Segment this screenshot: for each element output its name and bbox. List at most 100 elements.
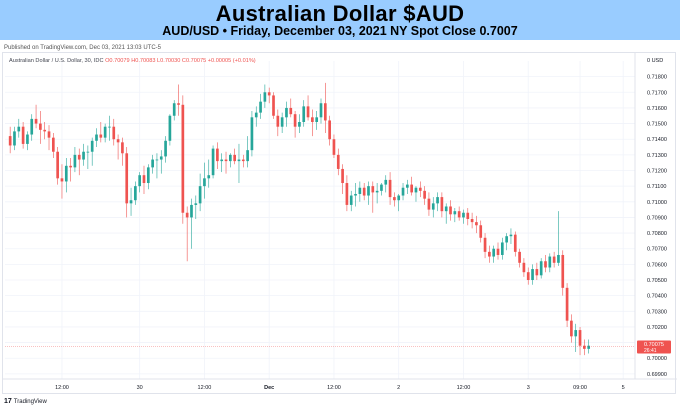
candle-body <box>371 186 375 193</box>
candle-body <box>254 112 258 118</box>
price-tick-label: 0.70300 <box>647 309 667 315</box>
candle-body <box>393 197 396 201</box>
candle-body <box>561 254 565 288</box>
candle-body <box>587 345 591 349</box>
price-tick-label: 0.70800 <box>647 231 667 237</box>
legend-change: +0.00005 (+0.01%) <box>206 58 256 64</box>
published-note: Published on TradingView.com, Dec 03, 20… <box>4 45 161 51</box>
time-tick-label: 09:00 <box>573 385 587 391</box>
last-price-countdown: 26:41 <box>644 348 657 354</box>
candle-body <box>259 101 262 113</box>
candle-body <box>565 287 569 321</box>
time-axis: 12:00 30 12:00 Dec 12:00 2 12:00 3 09:00 5 <box>3 378 677 391</box>
legend-open: O0.70079 <box>104 58 130 64</box>
brand-label: TradingView <box>13 398 47 405</box>
candle-body <box>436 197 439 204</box>
candle-body <box>112 126 116 140</box>
candle-body <box>384 179 388 185</box>
candle-body <box>414 187 418 193</box>
candle-body <box>164 140 167 157</box>
candle-body <box>241 159 245 162</box>
candle-body <box>168 115 172 141</box>
candle-body <box>8 136 12 146</box>
candle-body <box>492 248 496 257</box>
candle-body <box>13 131 16 146</box>
legend-low: L0.70030 <box>155 58 180 64</box>
time-tick-label: 30 <box>137 385 143 391</box>
candle-body <box>185 212 189 218</box>
candle-body <box>198 186 202 204</box>
candle-body <box>86 151 90 153</box>
candle-body <box>108 126 111 128</box>
legend-close: C0.70075 <box>180 58 206 64</box>
time-tick-label: 12:00 <box>55 385 69 391</box>
chart-legend: Australian Dollar / U.S. Dollar, 30, IDC… <box>9 58 256 64</box>
price-tick-label: 0.71700 <box>647 90 667 96</box>
price-tick-label: 0.70400 <box>647 294 667 300</box>
candle-body <box>73 154 77 168</box>
candle-body <box>285 107 288 118</box>
candle-body <box>69 165 72 168</box>
candle-body <box>470 219 474 223</box>
candle-body <box>190 204 193 218</box>
candle-body <box>410 184 414 193</box>
candle-body <box>406 184 409 188</box>
candle-body <box>30 118 34 135</box>
candle-body <box>332 139 336 155</box>
candle-body <box>21 126 25 144</box>
candle-body <box>203 178 206 187</box>
banner-title: Australian Dollar $AUD <box>215 1 465 26</box>
candle-body <box>306 106 310 118</box>
tradingview-logo[interactable]: 17 TradingView <box>4 398 47 405</box>
banner-subtitle: AUD/USD • Friday, December 03, 2021 NY S… <box>162 24 518 38</box>
candle-body <box>449 206 452 215</box>
candle-body <box>531 269 534 281</box>
candle-body <box>103 126 107 138</box>
candle-body <box>56 151 59 179</box>
candle-body <box>64 165 68 182</box>
candle-body <box>552 256 556 263</box>
time-tick-label: 12:00 <box>457 385 471 391</box>
chart-frame[interactable]: 0 USD 0.71800 0.71700 0.71600 0.71500 0.71400… <box>2 52 677 395</box>
candle-body <box>116 139 120 143</box>
title-banner: Australian Dollar $AUD AUD/USD • Friday,… <box>0 0 680 40</box>
candle-body <box>276 115 280 127</box>
candle-body <box>358 187 362 194</box>
candle-body <box>77 154 81 160</box>
candle-body <box>302 106 306 123</box>
candle-body <box>319 103 323 118</box>
candle-body <box>134 186 137 201</box>
candle-body <box>388 179 392 198</box>
candle-body <box>280 117 284 127</box>
candle-body <box>509 234 513 237</box>
candle-body <box>151 159 154 168</box>
candle-body <box>220 159 224 162</box>
candle-body <box>505 236 508 243</box>
candle-body <box>267 92 271 96</box>
last-price-box <box>637 340 671 354</box>
time-tick-label: 5 <box>622 385 625 391</box>
candle-body <box>570 320 573 337</box>
candle-body <box>466 212 470 219</box>
candle-body <box>475 222 478 226</box>
candle-body <box>99 134 103 138</box>
candle-body <box>397 195 401 201</box>
candle-body <box>418 187 422 191</box>
price-tick-label: 0.71200 <box>647 169 667 175</box>
candle-body <box>181 104 185 213</box>
candle-body <box>380 184 383 191</box>
candle-body <box>522 262 526 273</box>
candle-body <box>172 103 176 116</box>
candle-body <box>237 159 241 162</box>
candle-body <box>298 122 301 127</box>
candle-body <box>142 175 146 184</box>
legend-text: Australian Dollar / U.S. Dollar, 30, IDC… <box>9 58 256 64</box>
candle-body <box>263 92 267 102</box>
grid-layer <box>5 61 635 379</box>
candle-body <box>17 126 21 132</box>
candle-body <box>211 148 215 176</box>
candle-body <box>574 330 578 337</box>
price-tick-label: 0.70000 <box>647 356 667 362</box>
candlestick-chart[interactable]: 0 USD 0.71800 0.71700 0.71600 0.71500 0.71400… <box>3 53 677 395</box>
